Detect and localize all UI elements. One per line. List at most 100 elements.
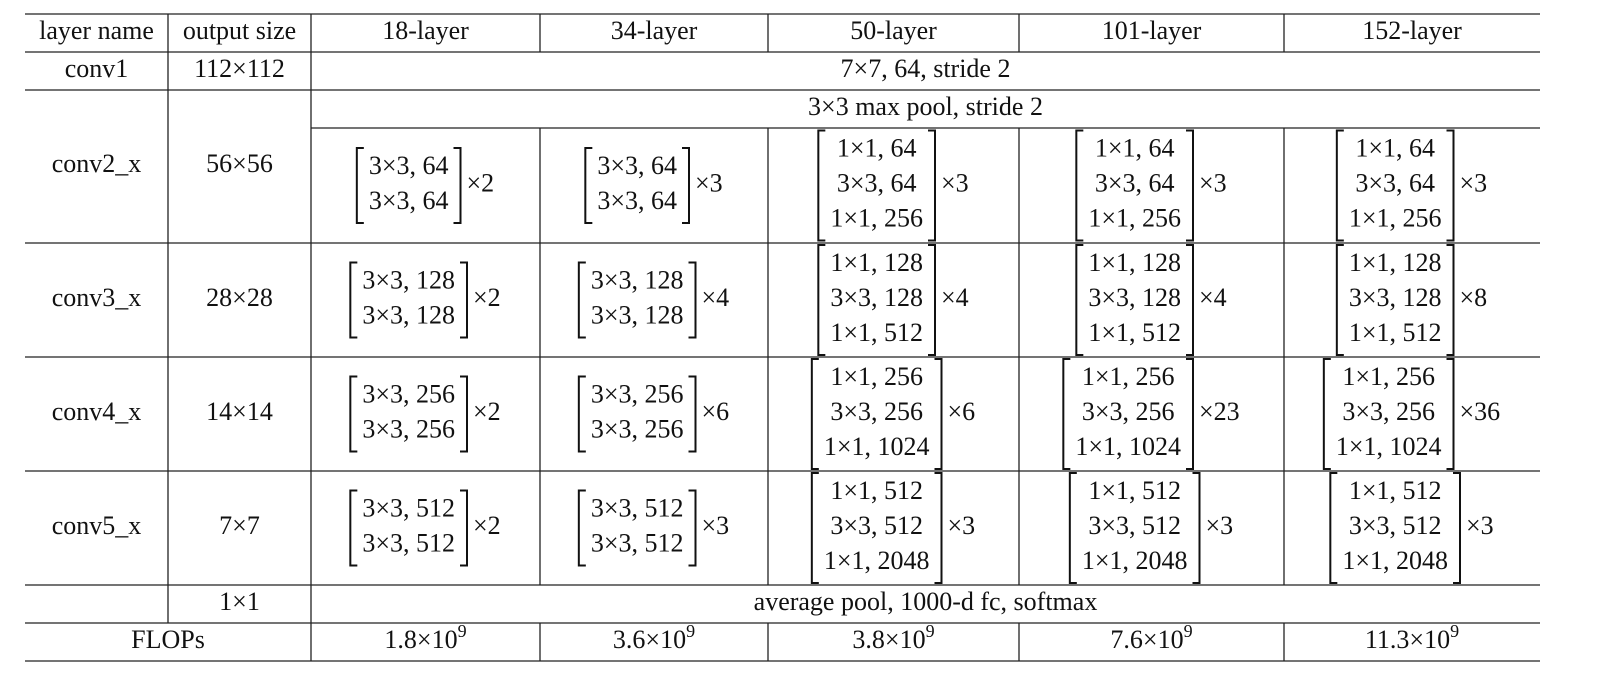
bracket-right — [460, 375, 468, 453]
block-line: 3×3, 512 — [830, 511, 923, 540]
spec: 3×3 max pool, stride 2 — [808, 92, 1043, 121]
block-line: 3×3, 64 — [1095, 168, 1175, 197]
repeat: ×3 — [702, 511, 730, 540]
bracket-left — [1062, 358, 1071, 470]
block-line: 1×1, 256 — [1342, 362, 1435, 391]
block-line: 3×3, 256 — [591, 414, 684, 443]
block-line: 1×1, 1024 — [1075, 432, 1181, 461]
bracket-left — [349, 375, 358, 453]
flops-exp: 9 — [1184, 621, 1193, 641]
repeat: ×2 — [473, 511, 501, 540]
spec: 7×7, 64, stride 2 — [841, 54, 1011, 83]
block-line: 3×3, 128 — [830, 283, 923, 312]
output-size: 1×1 — [219, 587, 260, 616]
layer-name: conv4_x — [52, 397, 142, 426]
repeat: ×3 — [948, 511, 976, 540]
repeat: ×2 — [473, 397, 501, 426]
flops-value: 7.6×109 — [1110, 621, 1192, 654]
block-line: 1×1, 1024 — [1336, 432, 1442, 461]
block-line: 1×1, 512 — [1088, 476, 1181, 505]
bracket-right — [688, 375, 697, 453]
block-line: 3×3, 256 — [362, 379, 455, 408]
block-line: 3×3, 128 — [362, 300, 455, 329]
bracket-right — [1186, 358, 1194, 470]
bracket-left — [1329, 472, 1338, 584]
header-cell: 34-layer — [611, 16, 698, 45]
header-cell: layer name — [39, 16, 154, 45]
block-line: 1×1, 256 — [1082, 362, 1175, 391]
block-line: 1×1, 1024 — [824, 432, 930, 461]
flops-base: 11.3×10 — [1365, 625, 1450, 654]
block-line: 3×3, 128 — [1349, 283, 1442, 312]
block-line: 1×1, 256 — [830, 203, 923, 232]
bracket-right — [1186, 129, 1194, 242]
block-line: 3×3, 512 — [1349, 511, 1442, 540]
block-line: 3×3, 64 — [369, 186, 449, 215]
block-line: 3×3, 64 — [369, 151, 449, 180]
header-cell: 152-layer — [1362, 16, 1462, 45]
block-line: 3×3, 256 — [591, 379, 684, 408]
flops-base: 1.8×10 — [384, 625, 457, 654]
repeat: ×2 — [467, 168, 495, 197]
spec: average pool, 1000-d fc, softmax — [754, 587, 1098, 616]
block-line: 1×1, 64 — [1355, 133, 1435, 162]
block-line: 3×3, 64 — [837, 168, 917, 197]
bracket-left — [349, 261, 358, 339]
bracket-left — [1335, 244, 1344, 356]
bracket-right — [1453, 472, 1461, 584]
bracket-left — [349, 489, 358, 567]
bracket-right — [1446, 129, 1455, 242]
output-size: 28×28 — [206, 283, 273, 312]
repeat: ×3 — [1460, 168, 1488, 197]
block-line: 1×1, 64 — [1095, 133, 1175, 162]
bracket-left — [577, 489, 586, 567]
block-line: 3×3, 128 — [362, 265, 455, 294]
block-line: 3×3, 512 — [362, 493, 455, 522]
flops-exp: 9 — [458, 621, 467, 641]
repeat: ×3 — [941, 168, 969, 197]
repeat: ×23 — [1199, 397, 1240, 426]
flops-exp: 9 — [1450, 621, 1459, 641]
block-line: 3×3, 256 — [1082, 397, 1175, 426]
bracket-right — [682, 147, 690, 224]
block-line: 3×3, 256 — [362, 414, 455, 443]
block-line: 1×1, 2048 — [824, 546, 930, 575]
block-line: 1×1, 2048 — [1342, 546, 1448, 575]
repeat: ×36 — [1460, 397, 1501, 426]
bracket-right — [934, 358, 943, 470]
header-cell: 50-layer — [850, 16, 937, 45]
block-line: 3×3, 256 — [1342, 397, 1435, 426]
bracket-left — [810, 472, 819, 584]
bracket-left — [1068, 472, 1077, 584]
layer-name: conv1 — [65, 54, 129, 83]
repeat: ×3 — [695, 168, 723, 197]
bracket-right — [688, 261, 697, 339]
bracket-left — [817, 244, 826, 356]
bracket-left — [1322, 358, 1331, 470]
layer-name: conv5_x — [52, 511, 142, 540]
header-cell: 18-layer — [382, 16, 469, 45]
block-line: 3×3, 128 — [591, 300, 684, 329]
block-line: 1×1, 64 — [837, 133, 917, 162]
bracket-left — [584, 147, 593, 224]
output-size: 56×56 — [206, 149, 273, 178]
flops-value: 1.8×109 — [384, 621, 466, 654]
bracket-right — [688, 489, 697, 567]
bracket-right — [928, 129, 936, 242]
repeat: ×3 — [1466, 511, 1494, 540]
block-line: 1×1, 256 — [830, 362, 923, 391]
repeat: ×4 — [1199, 283, 1227, 312]
bracket-left — [1335, 129, 1344, 242]
repeat: ×6 — [948, 397, 976, 426]
block-line: 1×1, 512 — [1088, 318, 1181, 347]
repeat: ×8 — [1460, 283, 1488, 312]
bracket-right — [934, 472, 943, 584]
repeat: ×3 — [1206, 511, 1234, 540]
block-line: 1×1, 512 — [830, 476, 923, 505]
repeat: ×4 — [702, 283, 730, 312]
block-line: 1×1, 128 — [1088, 248, 1181, 277]
flops-base: 3.6×10 — [613, 625, 686, 654]
bracket-left — [577, 375, 586, 453]
block-line: 3×3, 512 — [1088, 511, 1181, 540]
